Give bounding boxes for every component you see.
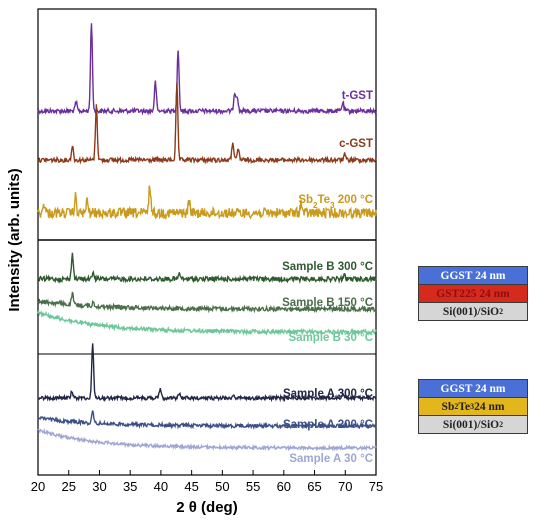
series-line <box>37 428 377 452</box>
series-line <box>37 343 377 403</box>
series-label: Sample A 30 °C <box>289 453 373 465</box>
series-label: Sample A 200 °C <box>283 419 373 431</box>
series-layer <box>37 23 377 452</box>
series-line <box>37 291 377 314</box>
series-line <box>37 82 377 165</box>
series-label: Sample A 300 °C <box>283 388 373 400</box>
stack-a-layer-substrate: Si(001)/SiO 2 <box>418 415 528 434</box>
stack-a-substrate-main: Si(001)/SiO <box>442 418 500 431</box>
x-tick-label: 50 <box>215 479 229 494</box>
series-label: c-GST <box>339 138 373 150</box>
stack-b-layer-cap-label: GGST 24 nm <box>440 269 506 282</box>
series-label: Sb2Te3 200 °C <box>298 194 373 210</box>
x-tick-label: 55 <box>246 479 260 494</box>
stack-a-layer-cap: GGST 24 nm <box>418 379 528 398</box>
y-axis-label: Intensity (arb. units) <box>6 168 23 311</box>
x-tick-label: 40 <box>154 479 168 494</box>
x-tick-layer: 20 25 30 35 40 45 50 55 60 65 70 75 <box>31 470 383 494</box>
x-tick-label: 75 <box>369 479 383 494</box>
x-tick-label: 70 <box>338 479 352 494</box>
stack-b-layer-substrate: Si(001)/SiO 2 <box>418 302 528 321</box>
series-label-layer: t-GST c-GST Sb2Te3 200 °C Sample B 300 °C Sa… <box>282 90 373 465</box>
plot-frame <box>37 8 377 476</box>
series-line <box>37 252 377 285</box>
stack-b-layer-cap: GGST 24 nm <box>418 266 528 285</box>
stack-b-substrate-main: Si(001)/SiO <box>442 305 500 318</box>
layer-stack-sample-a: GGST 24 nm Sb 2 Te 3 24 nm Si(001)/SiO 2 <box>418 379 528 434</box>
x-tick-label: 35 <box>123 479 137 494</box>
series-label: Sample B 300 °C <box>282 261 373 273</box>
series-label: Sample B 30 °C <box>289 332 374 344</box>
layer-stack-sample-b: GGST 24 nm GST225 24 nm Si(001)/SiO 2 <box>418 266 528 321</box>
series-label: Sample B 150 °C <box>282 297 373 309</box>
stack-a-sb2te3-main: Sb <box>441 400 455 413</box>
stack-a-sb2te3-sub1: 2 <box>454 402 459 411</box>
x-axis-label: 2 θ (deg) <box>176 499 237 516</box>
stack-a-sb2te3-sub2: 3 <box>470 402 475 411</box>
series-line <box>37 308 377 337</box>
x-tick-label: 60 <box>277 479 291 494</box>
stack-b-layer-gst225-label: GST225 24 nm <box>436 287 510 300</box>
series-line <box>37 410 377 431</box>
stack-a-layer-sb2te3: Sb 2 Te 3 24 nm <box>418 397 528 416</box>
stack-a-sb2te3-mid: Te <box>458 400 471 413</box>
series-line <box>37 23 377 116</box>
x-tick-label: 20 <box>31 479 45 494</box>
x-tick-label: 30 <box>92 479 106 494</box>
x-tick-label: 25 <box>61 479 75 494</box>
stack-a-sb2te3-tail: 24 nm <box>474 400 505 413</box>
stack-a-layer-cap-label: GGST 24 nm <box>440 382 506 395</box>
stack-b-substrate-sub: 2 <box>499 307 504 316</box>
x-tick-label: 65 <box>307 479 321 494</box>
stack-b-layer-gst225: GST225 24 nm <box>418 284 528 303</box>
stack-a-substrate-sub: 2 <box>499 420 504 429</box>
series-label: t-GST <box>342 90 373 102</box>
series-line <box>37 185 377 221</box>
x-tick-label: 45 <box>184 479 198 494</box>
